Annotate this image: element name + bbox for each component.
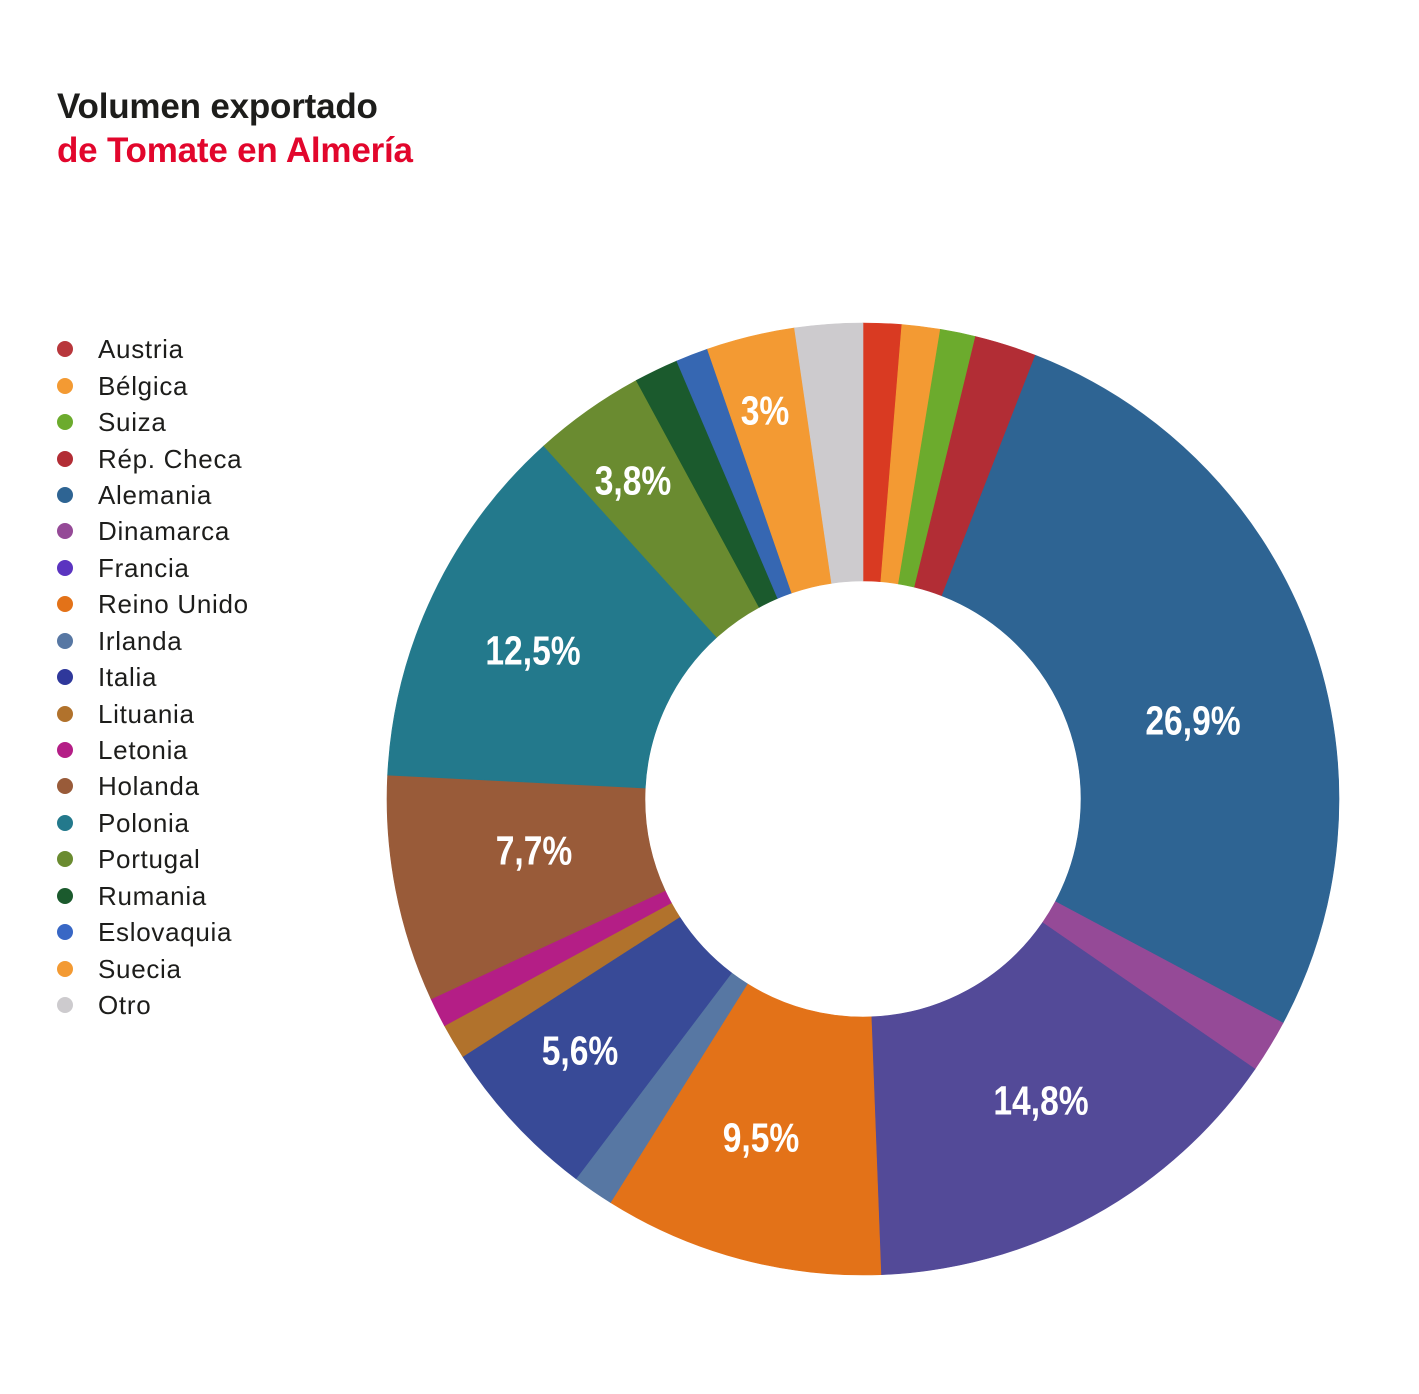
legend-label: Rumania: [98, 880, 207, 911]
legend-item-suecia: Suecia: [57, 950, 317, 986]
legend-dot: [57, 341, 73, 358]
legend-item-lituania: Lituania: [57, 695, 317, 731]
legend-dot: [57, 778, 73, 795]
legend-label: Lituania: [98, 698, 195, 729]
data-label-suecia: 3%: [741, 387, 790, 433]
donut-slices: [386, 322, 1340, 1276]
legend-item-eslovaquia: Eslovaquia: [57, 914, 317, 950]
legend: Austria Bélgica Suiza Rép. Checa Alemania Din…: [57, 331, 317, 1023]
slice-otro: [794, 322, 864, 584]
legend-dot: [57, 705, 73, 722]
legend-dot: [57, 669, 73, 686]
legend-item-francia: Francia: [57, 550, 317, 586]
data-labels: 26,9% 14,8% 9,5% 5,6% 7,7% 12,5% 3,8% 3%: [485, 387, 1240, 1160]
legend-dot: [57, 851, 73, 868]
slice-reino-unido: [610, 983, 882, 1276]
legend-label: Eslovaquia: [98, 917, 233, 948]
legend-label: Reino Unido: [98, 589, 249, 620]
legend-item-reino-unido: Reino Unido: [57, 586, 317, 622]
legend-dot: [57, 887, 73, 904]
legend-item-otro: Otro: [57, 987, 317, 1023]
legend-dot: [57, 960, 73, 977]
legend-item-letonia: Letonia: [57, 732, 317, 768]
data-label-alemania: 26,9%: [1145, 697, 1240, 743]
legend-label: Rép. Checa: [98, 443, 243, 474]
legend-label: Bélgica: [98, 370, 189, 401]
legend-item-dinamarca: Dinamarca: [57, 513, 317, 549]
legend-label: Portugal: [98, 844, 201, 875]
legend-label: Letonia: [98, 735, 189, 766]
legend-label: Alemania: [98, 479, 212, 510]
legend-label: Suecia: [98, 953, 182, 984]
legend-dot: [57, 924, 73, 941]
legend-item-italia: Italia: [57, 659, 317, 695]
legend-dot: [57, 377, 73, 394]
legend-item-suiza: Suiza: [57, 404, 317, 440]
legend-item-portugal: Portugal: [57, 841, 317, 877]
slice-polonia: [387, 445, 718, 789]
legend-item-rumania: Rumania: [57, 878, 317, 914]
chart-subtitle: de Tomate en Almería: [57, 131, 413, 170]
legend-label: Italia: [98, 662, 158, 693]
legend-label: Dinamarca: [98, 516, 231, 547]
legend-dot: [57, 450, 73, 467]
legend-item-austria: Austria: [57, 331, 317, 367]
legend-item-belgica: Bélgica: [57, 367, 317, 403]
legend-dot: [57, 596, 73, 613]
legend-label: Suiza: [98, 407, 167, 438]
legend-label: Francia: [98, 552, 190, 583]
legend-dot: [57, 742, 73, 759]
data-label-holanda: 7,7%: [496, 827, 573, 873]
legend-dot: [57, 486, 73, 503]
legend-label: Polonia: [98, 807, 190, 838]
legend-label: Otro: [98, 990, 152, 1021]
slice-francia: [870, 922, 1256, 1275]
chart-title: Volumen exportado: [57, 87, 378, 126]
data-label-reino-unido: 9,5%: [723, 1114, 800, 1160]
legend-item-polonia: Polonia: [57, 805, 317, 841]
legend-dot: [57, 632, 73, 649]
slice-alemania: [941, 354, 1340, 1024]
legend-item-alemania: Alemania: [57, 477, 317, 513]
legend-dot: [57, 997, 73, 1014]
legend-label: Holanda: [98, 771, 200, 802]
data-label-polonia: 12,5%: [485, 627, 580, 673]
legend-dot: [57, 523, 73, 540]
legend-item-irlanda: Irlanda: [57, 623, 317, 659]
legend-item-rep-checa: Rép. Checa: [57, 440, 317, 476]
data-label-francia: 14,8%: [993, 1077, 1088, 1123]
legend-dot: [57, 559, 73, 576]
data-label-portugal: 3,8%: [595, 457, 672, 503]
legend-dot: [57, 414, 73, 431]
legend-label: Irlanda: [98, 625, 183, 656]
legend-label: Austria: [98, 334, 184, 365]
data-label-italia: 5,6%: [542, 1027, 619, 1073]
legend-dot: [57, 814, 73, 831]
legend-item-holanda: Holanda: [57, 768, 317, 804]
